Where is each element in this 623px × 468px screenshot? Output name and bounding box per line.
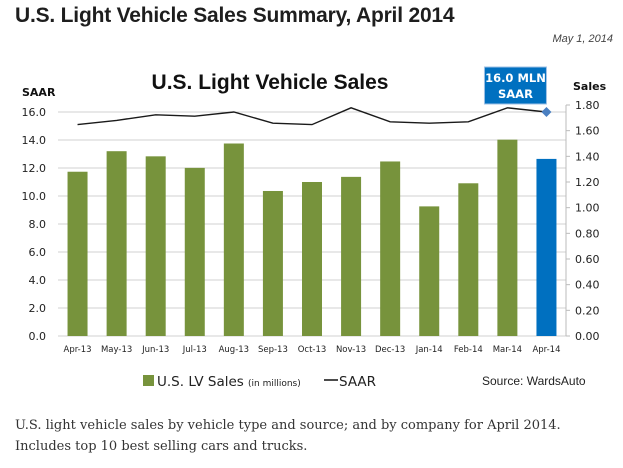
right-axis-label: Sales (573, 80, 607, 93)
right-axis-tick: 0.40 (575, 279, 600, 292)
left-axis-tick: 2.0 (29, 302, 47, 315)
bar-highlighted (536, 158, 557, 336)
bar (458, 183, 479, 336)
caption: U.S. light vehicle sales by vehicle type… (15, 415, 615, 457)
legend-label-sales: U.S. LV Sales (157, 374, 244, 390)
callout-line-1: 16.0 MLN (485, 71, 546, 85)
x-axis-label: Sep-13 (258, 345, 288, 355)
caption-line-2: Includes top 10 best selling cars and tr… (15, 439, 308, 454)
x-axis-label: Jul-13 (182, 345, 207, 355)
page-title: U.S. Light Vehicle Sales Summary, April … (15, 4, 455, 27)
saar-callout: 16.0 MLN SAAR (483, 66, 547, 105)
left-axis-tick: 14.0 (22, 134, 47, 147)
right-axis-tick: 1.20 (575, 176, 600, 189)
left-axis-tick: 8.0 (29, 218, 47, 231)
left-axis-tick: 12.0 (22, 162, 47, 175)
left-axis-tick: 16.0 (22, 106, 47, 119)
publish-date: May 1, 2014 (552, 33, 613, 45)
right-axis-tick: 1.60 (575, 125, 600, 138)
right-axis-tick: 1.80 (575, 99, 600, 112)
right-axis-tick: 0.20 (575, 304, 600, 317)
callout-box (483, 66, 547, 105)
x-axis-label: Feb-14 (454, 345, 483, 355)
bar (262, 190, 283, 336)
left-axis-tick: 10.0 (22, 190, 47, 203)
legend: U.S. LV Sales (in millions) SAAR (143, 374, 376, 390)
caption-line-1: U.S. light vehicle sales by vehicle type… (15, 418, 561, 433)
x-axis-label: Dec-13 (375, 345, 405, 355)
vehicle-sales-chart: U.S. Light Vehicle Sales SAAR Sales 0.0 2… (22, 66, 607, 390)
bar (67, 171, 88, 336)
x-axis-label: Aug-13 (219, 345, 249, 355)
legend-label-sales-suffix: (in millions) (248, 379, 301, 389)
right-axis-tick: 0.60 (575, 253, 600, 266)
bar (497, 139, 518, 336)
left-axis-tick: 6.0 (29, 246, 47, 259)
x-axis-label: Apr-13 (64, 345, 92, 355)
bar (380, 161, 401, 336)
saar-line (77, 107, 547, 126)
bar (184, 167, 205, 336)
right-axis-tick: 1.40 (575, 150, 600, 163)
x-axis-label: Jan-14 (415, 345, 443, 355)
callout-line-2: SAAR (498, 87, 533, 101)
legend-label-saar: SAAR (339, 374, 376, 390)
bar (341, 176, 362, 336)
bar (145, 156, 166, 336)
x-axis-label: Mar-14 (493, 345, 522, 355)
chart-title: U.S. Light Vehicle Sales (152, 71, 389, 94)
bar (419, 206, 440, 336)
x-axis-label: Nov-13 (336, 345, 366, 355)
saar-point-marker (541, 107, 552, 117)
legend-swatch-sales (143, 375, 154, 386)
left-axis-tick: 0.0 (29, 330, 47, 343)
right-axis-tick: 0.00 (575, 330, 600, 343)
left-axis-label: SAAR (22, 86, 56, 99)
x-axis-label: Apr-14 (532, 345, 560, 355)
x-axis-label: Oct-13 (298, 345, 327, 355)
bar (223, 143, 244, 336)
x-axis-label: Jun-13 (141, 345, 169, 355)
x-axis-label: May-13 (101, 345, 132, 355)
right-axis-tick: 0.80 (575, 227, 600, 240)
bar (302, 182, 322, 336)
left-axis-tick: 4.0 (29, 274, 47, 287)
right-axis-tick: 1.00 (575, 202, 600, 215)
source-note: Source: WardsAuto (482, 374, 586, 388)
bar (106, 151, 127, 336)
